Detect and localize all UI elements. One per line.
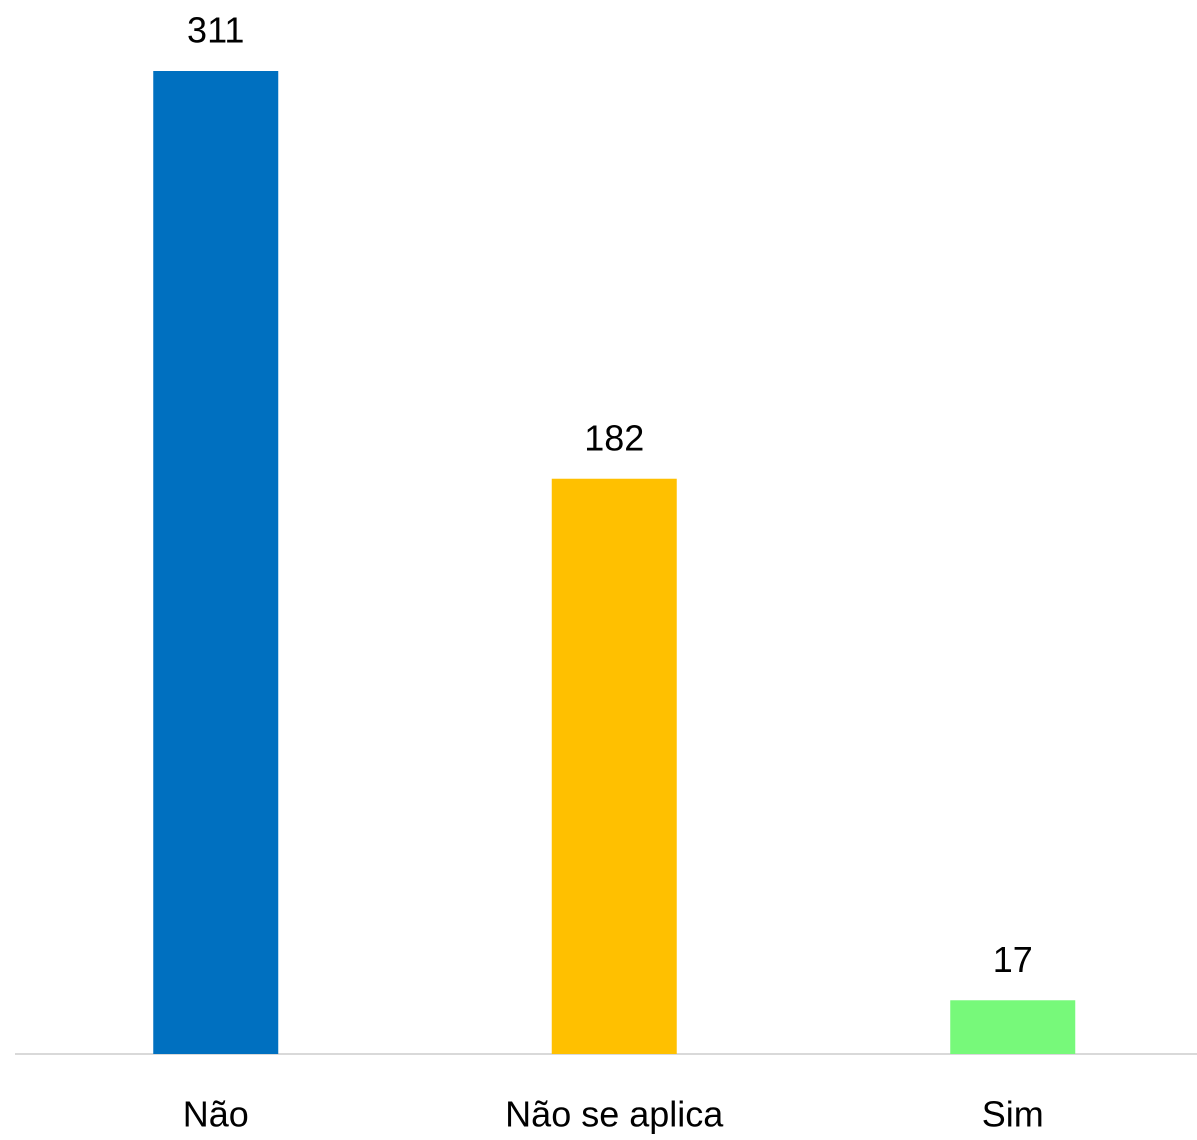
data-label: 182 [584, 417, 644, 458]
bar [551, 478, 677, 1054]
bar [950, 1000, 1076, 1054]
data-label: 17 [993, 939, 1033, 980]
x-tick-label: Não [183, 1094, 249, 1135]
x-tick-label: Não se aplica [505, 1094, 724, 1135]
data-label: 311 [187, 10, 244, 51]
x-tick-label: Sim [982, 1094, 1044, 1135]
bar [153, 71, 279, 1054]
